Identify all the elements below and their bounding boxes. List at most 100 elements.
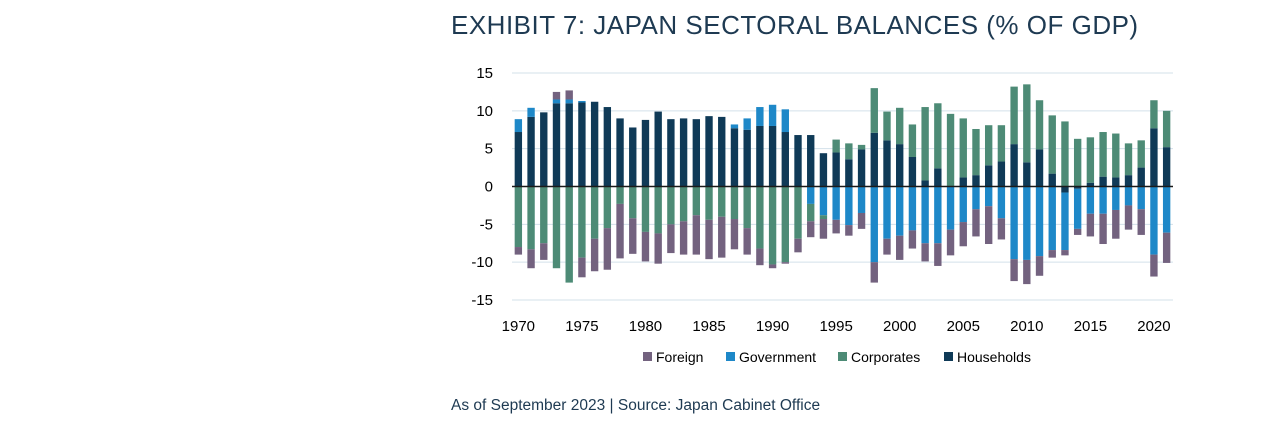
y-axis: 15 10 5 0 -5 -10 -15: [471, 65, 493, 309]
bar-government-1987: [730, 124, 739, 129]
bar-foreign-2014: [1073, 228, 1082, 235]
bar-households-2001: [908, 156, 917, 187]
bar-households-2016: [1099, 176, 1107, 187]
bar-foreign-1985: [705, 219, 713, 260]
bar-corporates-1979: [629, 186, 637, 219]
bar-government-2002: [921, 186, 929, 244]
bar-foreign-1988: [743, 228, 751, 255]
bar-households-1971: [527, 116, 535, 187]
bar-government-2000: [896, 186, 904, 236]
bar-corporates-2004: [946, 113, 955, 187]
bar-government-2013: [1061, 192, 1069, 251]
bar-households-1982: [667, 119, 675, 187]
bar-corporates-1991: [781, 186, 789, 263]
bar-households-1991: [781, 132, 789, 187]
bar-government-2015: [1086, 186, 1095, 214]
bar-households-2018: [1124, 175, 1133, 187]
legend: Foreign Government Corporates Households: [643, 349, 1031, 365]
legend-swatch-government: [726, 352, 735, 361]
x-tick-label: 2015: [1074, 318, 1107, 335]
bar-foreign-1974: [565, 90, 573, 100]
legend-swatch-foreign: [643, 352, 652, 361]
bar-government-2005: [959, 186, 967, 223]
bar-foreign-2010: [1023, 259, 1031, 285]
bar-corporates-2012: [1048, 115, 1056, 174]
bar-corporates-2016: [1099, 132, 1107, 177]
bar-corporates-1984: [692, 186, 701, 216]
bar-foreign-2003: [934, 243, 942, 266]
bar-foreign-2021: [1162, 232, 1171, 263]
bar-foreign-1979: [629, 218, 637, 254]
bar-households-1985: [705, 116, 713, 187]
bar-households-2019: [1137, 167, 1145, 187]
bar-households-2012: [1048, 173, 1056, 187]
bar-corporates-1972: [540, 186, 548, 244]
bar-government-2021: [1162, 186, 1171, 233]
bar-government-1975: [578, 100, 586, 103]
bar-foreign-1978: [616, 203, 624, 259]
bar-foreign-1977: [603, 228, 612, 270]
x-tick-label: 1975: [565, 318, 598, 335]
bar-households-1974: [565, 103, 573, 187]
bar-government-2008: [997, 186, 1006, 219]
y-tick-label: -10: [471, 254, 493, 271]
y-tick-label: 5: [485, 141, 493, 158]
bar-households-2007: [984, 165, 993, 187]
bar-government-2017: [1112, 186, 1120, 210]
bar-foreign-1984: [692, 215, 701, 255]
y-tick-label: 15: [476, 65, 493, 82]
bar-corporates-1993: [807, 203, 815, 222]
bar-households-1999: [883, 140, 891, 187]
bar-corporates-2001: [908, 124, 917, 157]
bar-government-1996: [845, 186, 853, 226]
bar-households-2006: [972, 175, 980, 187]
bar-corporates-1992: [794, 186, 802, 239]
bar-foreign-1987: [730, 219, 739, 250]
x-tick-label: 1995: [819, 318, 852, 335]
bar-corporates-2019: [1137, 140, 1145, 168]
x-tick-label: 2020: [1137, 318, 1170, 335]
bar-foreign-1996: [845, 225, 853, 236]
bar-foreign-2013: [1061, 250, 1069, 256]
bar-corporates-1985: [705, 186, 713, 220]
bar-government-2014: [1073, 188, 1082, 229]
y-tick-label: -15: [471, 292, 493, 309]
bar-households-2020: [1150, 128, 1158, 187]
bar-corporates-1976: [590, 186, 599, 239]
bar-foreign-2001: [908, 230, 917, 249]
bar-corporates-1983: [679, 186, 688, 222]
bar-households-1993: [807, 135, 815, 187]
bar-foreign-1992: [794, 238, 802, 253]
bar-households-1986: [718, 116, 726, 187]
x-tick-label: 1990: [756, 318, 789, 335]
bar-corporates-2010: [1023, 84, 1031, 163]
bar-government-2003: [934, 186, 942, 244]
bar-households-2014: [1073, 186, 1082, 189]
bar-households-2008: [997, 161, 1006, 187]
bar-corporates-1998: [870, 88, 878, 133]
bar-foreign-1973: [552, 91, 561, 100]
bar-corporates-1999: [883, 111, 891, 141]
bar-foreign-1976: [590, 238, 599, 272]
x-tick-label: 2000: [883, 318, 916, 335]
bar-foreign-2015: [1086, 213, 1095, 237]
bar-corporates-2003: [934, 103, 942, 169]
bar-households-2010: [1023, 162, 1031, 187]
bar-corporates-1974: [565, 186, 573, 283]
bar-foreign-2009: [1010, 259, 1018, 282]
bar-government-2004: [946, 186, 955, 230]
bar-households-1990: [768, 125, 777, 187]
bar-government-2020: [1150, 186, 1158, 255]
bar-government-1994: [819, 186, 828, 216]
bar-corporates-1990: [768, 186, 777, 265]
bar-corporates-2018: [1124, 143, 1133, 176]
bar-corporates-1973: [552, 186, 561, 269]
x-tick-label: 2005: [947, 318, 980, 335]
bar-households-1994: [819, 153, 828, 187]
bar-government-2016: [1099, 186, 1107, 214]
bar-series: [514, 84, 1171, 285]
bar-foreign-1983: [679, 221, 688, 255]
bar-households-1997: [857, 149, 866, 187]
bar-households-2021: [1162, 147, 1171, 187]
bar-corporates-2009: [1010, 86, 1018, 145]
